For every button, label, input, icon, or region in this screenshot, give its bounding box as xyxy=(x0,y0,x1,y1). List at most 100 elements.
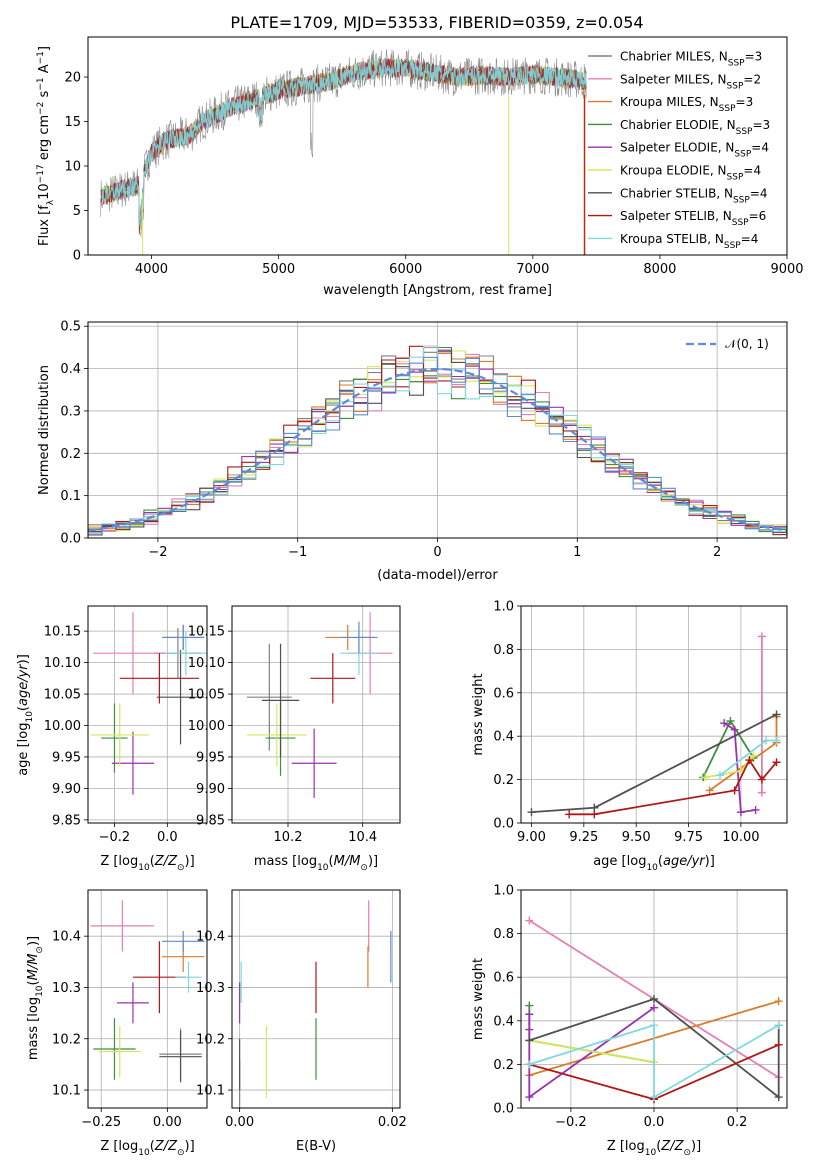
weight-vs-age-axes-marker xyxy=(736,808,745,817)
spectrum-axes-xtick-label: 8000 xyxy=(643,262,676,277)
spectrum-axes-xtick-label: 6000 xyxy=(389,262,422,277)
weight-vs-age-axes-marker xyxy=(745,756,754,765)
residual-xlabel: (data-model)/error xyxy=(377,568,498,583)
mass-vs-z-axes-xtick-label: 0.00 xyxy=(153,1115,182,1130)
weight-vs-age-axes-plot-area xyxy=(521,606,787,823)
age-vs-z-axes-point xyxy=(111,731,155,795)
age-vs-z-axes-ytick-label: 10.05 xyxy=(44,688,81,703)
age-vs-mass-axes: 10.2 10.4 9.85 9.90 9.95 10.00 10.05 10.10 10.15… xyxy=(188,605,401,873)
residual-ylabel: Normed distribution xyxy=(37,365,52,495)
weight-vs-age-axes-marker xyxy=(749,751,758,760)
weight-vs-age-axes-marker xyxy=(715,771,724,780)
spectrum-xlabel: wavelength [Angstrom, rest frame] xyxy=(323,283,552,298)
weight-vs-age-axes-marker xyxy=(762,736,771,745)
mass-vs-z-axes-ytick-label: 10.1 xyxy=(52,1084,81,1099)
spectrum-axes-ytick-label: 5 xyxy=(73,204,81,219)
weight-vs-age-axes-marker xyxy=(751,805,760,814)
mass-vs-z-axes-ytick-label: 10.4 xyxy=(52,930,81,945)
weight-vs-z-axes-xtick-label: 0.0 xyxy=(644,1115,665,1130)
mass-vs-z-axes-plot-area xyxy=(88,890,207,1108)
weight-vs-z-axes-ytick-label: 0.4 xyxy=(493,1014,514,1029)
weight-vs-z-axes-marker xyxy=(525,1060,534,1069)
residual-axes: −2 −1 0 1 2 0.0 0.1 0.2 0.3 0.4 0.5 (data-model)/er… xyxy=(37,320,788,583)
age-vs-z-axes-ytick-label: 9.95 xyxy=(52,750,81,765)
age-vs-z-axes-ytick-label: 9.85 xyxy=(52,813,81,828)
spectrum-legend-label: Chabrier STELIB, NSSP=4 xyxy=(620,186,768,205)
spectrum-axes-ytick-label: 0 xyxy=(73,249,81,264)
residual-axes-xtick-label: 1 xyxy=(573,545,581,560)
residual-axes-ytick-label: 0.5 xyxy=(60,320,81,335)
weight-vs-z-axes-ytick-label: 0.8 xyxy=(493,927,514,942)
weight-vs-age-axes-ylabel: mass weight xyxy=(471,673,486,755)
weight-vs-z-axes-series-kroupa-elodie xyxy=(529,1039,655,1064)
weight-vs-age-axes-ytick-label: 0.6 xyxy=(493,686,514,701)
weight-vs-age-axes-ytick-label: 0.2 xyxy=(493,773,514,788)
age-vs-mass-axes-ytick-label: 10.10 xyxy=(188,656,225,671)
age-vs-mass-axes-point xyxy=(261,643,300,757)
weight-vs-age-axes-xtick-label: 9.75 xyxy=(674,830,703,845)
spectrum-legend-label: Salpeter ELODIE, NSSP=4 xyxy=(620,141,769,160)
spectrum-axes-frame xyxy=(87,36,788,256)
mass-vs-z-axes-point xyxy=(90,900,155,952)
spectrum-legend-label: Kroupa STELIB, NSSP=4 xyxy=(620,232,758,251)
age-vs-mass-axes-point xyxy=(310,653,356,704)
spectrum-axes-xtick-label: 7000 xyxy=(516,262,549,277)
mass-vs-ebv-axes-ytick-label: 10.3 xyxy=(196,981,225,996)
age-vs-mass-axes-ytick-label: 10.00 xyxy=(188,719,225,734)
weight-vs-age-axes-marker xyxy=(772,758,781,767)
weight-vs-z-axes-marker xyxy=(650,1021,658,1030)
spectrum-axes-xtick-label: 9000 xyxy=(770,262,803,277)
weight-vs-z-axes-ytick-label: 1.0 xyxy=(493,884,514,899)
weight-vs-age-axes-xlabel: age [log10(age/yr)] xyxy=(593,854,715,873)
mass-vs-z-axes-ylabel: mass [log10(M/M⊙)] xyxy=(26,936,45,1060)
weight-vs-age-axes-marker xyxy=(527,808,536,817)
mass-vs-ebv-axes-xlabel: E(B-V) xyxy=(296,1139,336,1154)
weight-vs-age-axes-marker xyxy=(705,786,714,795)
mass-vs-ebv-axes-frame xyxy=(231,889,401,1109)
age-vs-mass-axes-xlabel: mass [log10(M/M⊙)] xyxy=(254,854,378,873)
age-vs-z-axes-ylabel: age [log10(age/yr)] xyxy=(16,654,35,776)
spectrum-axes-xtick-label: 5000 xyxy=(262,262,295,277)
spectrum-legend-label: Chabrier ELODIE, NSSP=3 xyxy=(620,118,770,137)
mass-vs-ebv-axes-ytick-label: 10.1 xyxy=(196,1084,225,1099)
age-vs-mass-axes-ytick-label: 9.85 xyxy=(196,813,225,828)
weight-vs-age-axes: 9.00 9.25 9.50 9.75 10.00 0.0 0.2 0.4 0.6 0.8 1.0 a… xyxy=(471,600,788,873)
age-vs-z-axes-ytick-label: 10.15 xyxy=(44,625,81,640)
mass-vs-z-axes-point xyxy=(175,961,202,993)
age-vs-mass-axes-point xyxy=(340,621,378,654)
weight-vs-age-axes-series-salpeter-stelib xyxy=(569,758,778,816)
weight-vs-age-axes-xtick-label: 9.50 xyxy=(622,830,651,845)
weight-vs-age-axes-ytick-label: 0.4 xyxy=(493,730,514,745)
age-vs-z-axes-xlabel: Z [log10(Z/Z⊙)] xyxy=(100,854,194,873)
mass-vs-z-axes-ytick-label: 10.3 xyxy=(52,981,81,996)
weight-vs-age-axes-ytick-label: 1.0 xyxy=(493,600,514,615)
weight-vs-z-axes-ytick-label: 0.6 xyxy=(493,971,514,986)
residual-axes-xtick-label: −1 xyxy=(288,545,307,560)
age-vs-z-axes-ytick-label: 10.00 xyxy=(44,719,81,734)
mass-vs-ebv-axes-plot-area xyxy=(232,890,400,1108)
weight-vs-age-axes-ytick-label: 0.8 xyxy=(493,643,514,658)
spectrum-legend-label: Salpeter MILES, NSSP=2 xyxy=(620,72,761,91)
residual-axes-ytick-label: 0.3 xyxy=(60,404,81,419)
weight-vs-z-axes-marker xyxy=(774,1093,783,1102)
weight-vs-z-axes-marker xyxy=(774,1040,783,1049)
residual-axes-ytick-label: 0.4 xyxy=(60,362,81,377)
mass-vs-z-axes-ytick-label: 10.2 xyxy=(52,1032,81,1047)
spectrum-axes-plot-area xyxy=(100,49,587,255)
weight-vs-z-axes-marker xyxy=(774,1021,783,1030)
mass-vs-ebv-axes-xtick-label: 0.02 xyxy=(378,1115,407,1130)
spectrum-axes-ytick-label: 15 xyxy=(64,115,81,130)
weight-vs-z-axes-marker xyxy=(525,916,534,925)
weight-vs-z-axes-marker xyxy=(525,1025,534,1034)
spectrum-legend-label: Kroupa ELODIE, NSSP=4 xyxy=(620,164,761,183)
weight-vs-age-axes-series-chabrier-stelib xyxy=(531,713,777,813)
spectrum-legend-label: Kroupa MILES, NSSP=3 xyxy=(620,95,753,114)
age-vs-mass-axes-xtick-label: 10.4 xyxy=(348,830,377,845)
weight-vs-age-axes-marker xyxy=(757,775,766,784)
mass-vs-z-axes-point xyxy=(117,982,149,1024)
residual-axes-xtick-label: −2 xyxy=(148,545,167,560)
weight-vs-z-axes-ytick-label: 0.2 xyxy=(493,1058,514,1073)
residual-axes-plot-area xyxy=(88,322,787,538)
age-vs-z-axes-frame xyxy=(87,605,208,824)
spectrum-line-kroupa-stelib xyxy=(100,57,587,227)
